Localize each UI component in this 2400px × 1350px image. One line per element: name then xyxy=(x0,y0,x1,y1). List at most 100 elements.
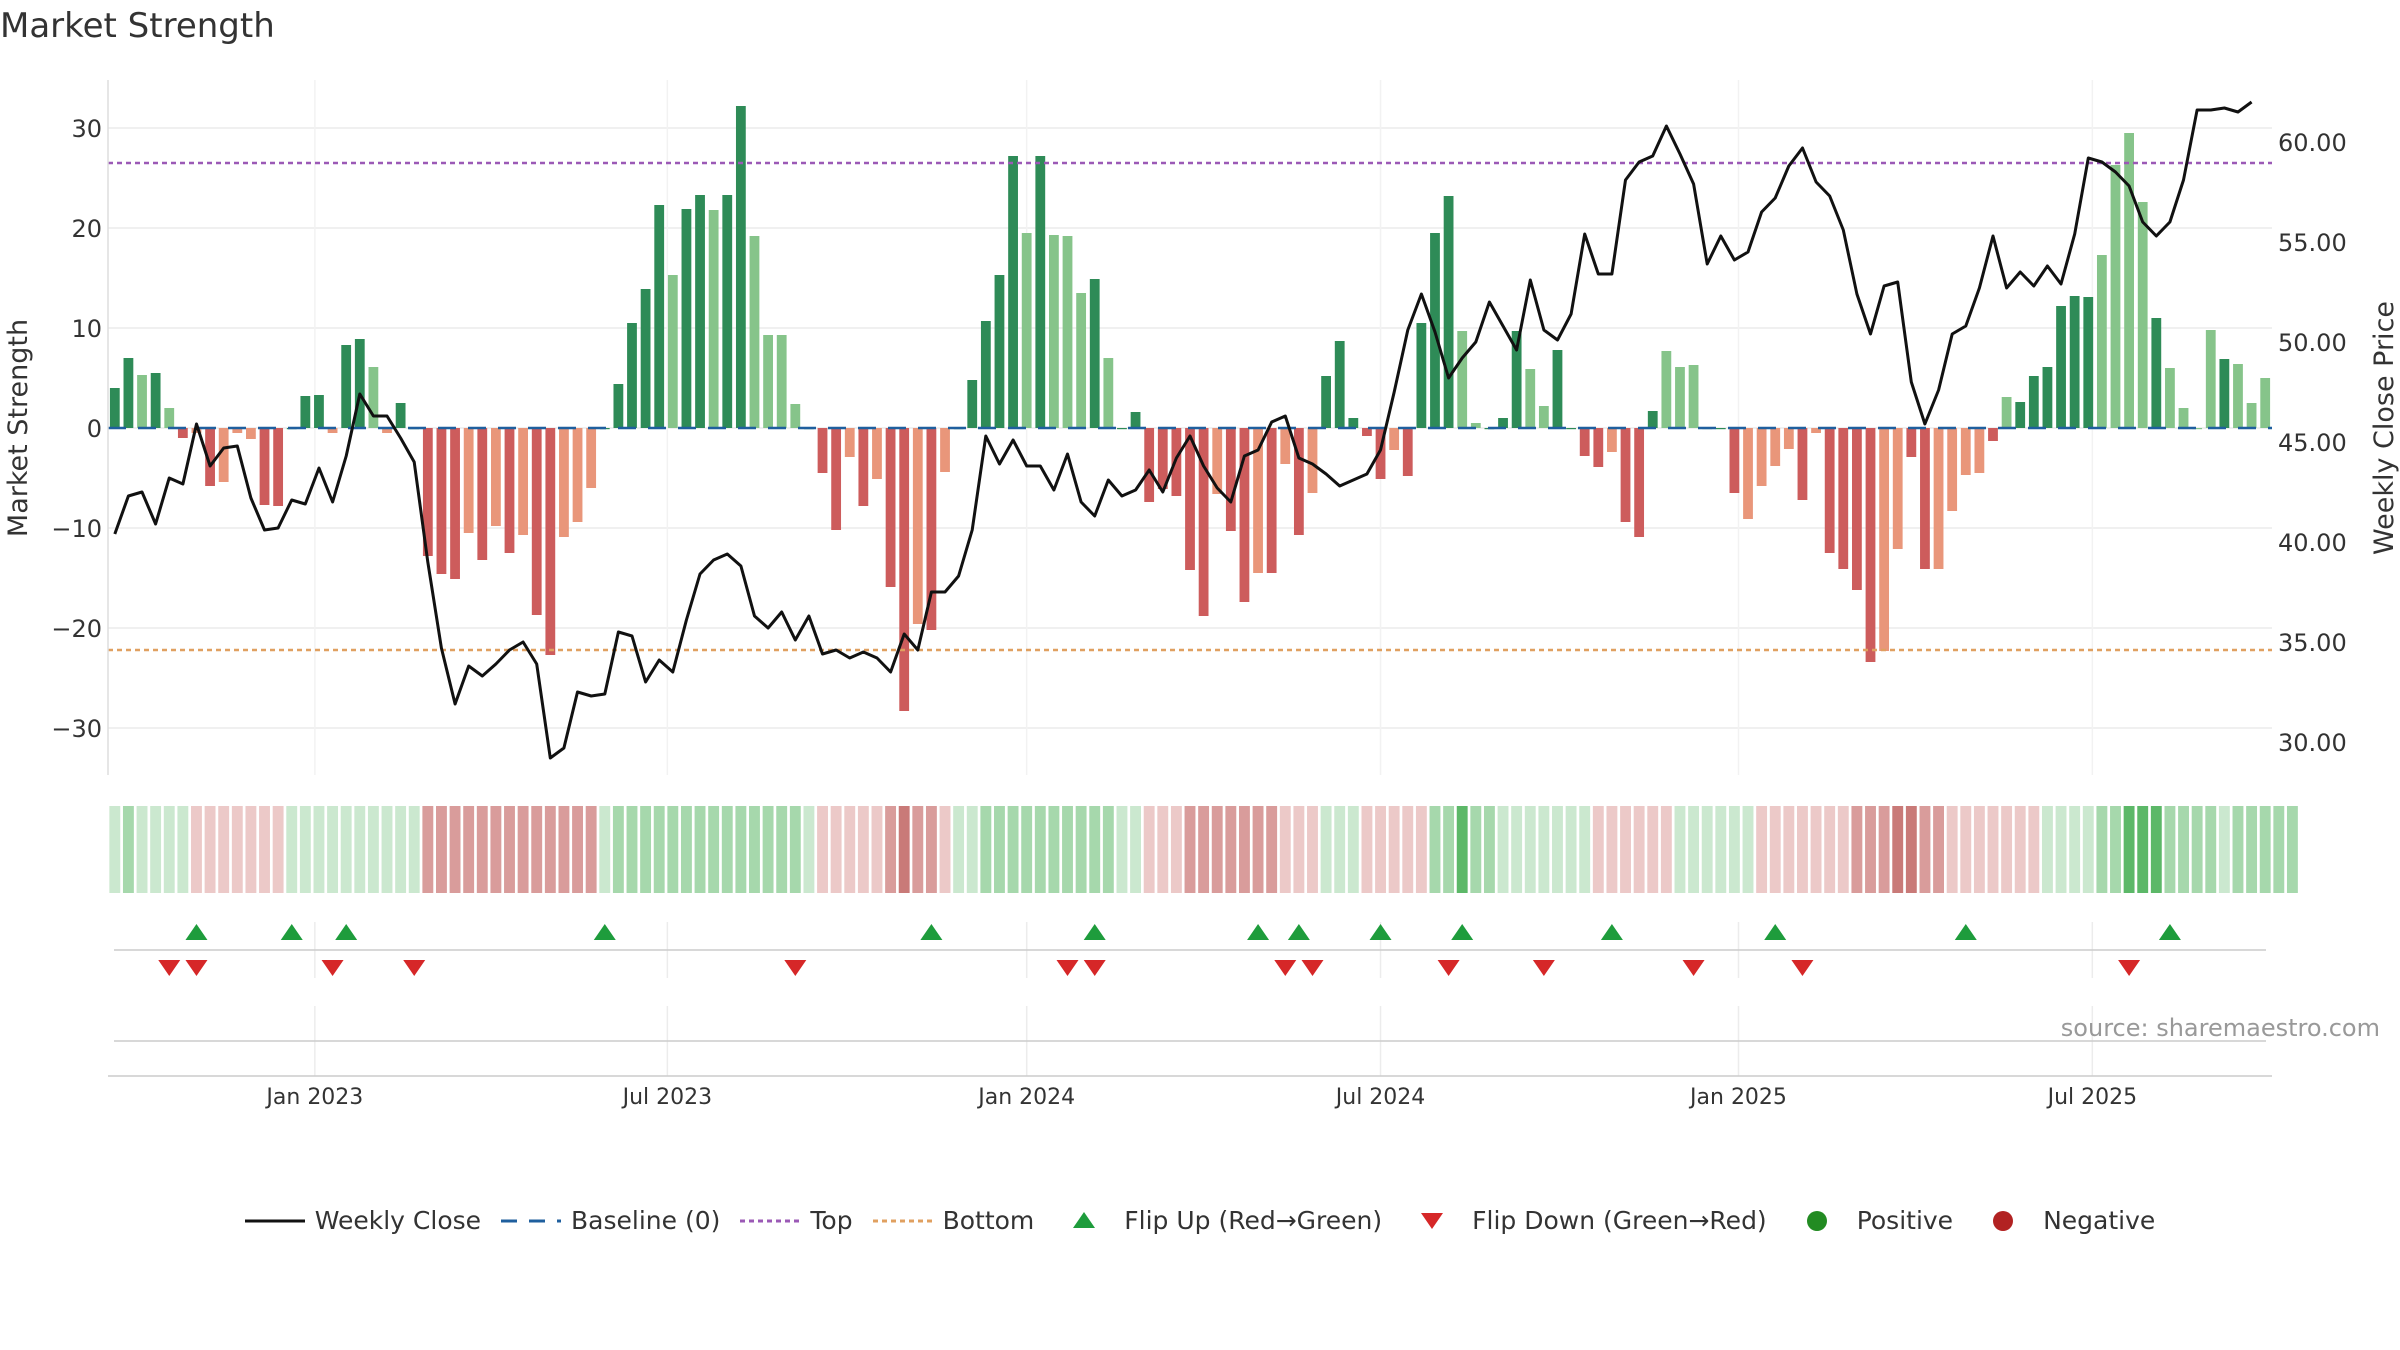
strip-cell xyxy=(2096,806,2108,893)
legend-label: Top xyxy=(810,1206,853,1235)
strength-bar xyxy=(1443,196,1454,428)
strength-bar xyxy=(1375,428,1386,479)
strip-cell xyxy=(1211,806,1223,893)
strength-bar xyxy=(1185,428,1195,570)
flip-up-marker xyxy=(1083,924,1106,940)
strength-bar xyxy=(695,195,705,428)
strength-bar xyxy=(776,335,787,428)
strength-bar xyxy=(1348,418,1359,428)
strength-bar xyxy=(1920,428,1930,569)
strip-cell xyxy=(1361,806,1373,893)
strength-bar xyxy=(2165,368,2175,428)
strip-cell xyxy=(585,806,597,893)
strength-bar xyxy=(940,428,950,472)
legend-item-close: Weekly Close xyxy=(244,1206,482,1235)
x-tick-label: Jan 2023 xyxy=(264,1085,363,1110)
legend-item-bottom: Bottom xyxy=(872,1206,1034,1235)
strength-bar xyxy=(300,396,311,428)
strength-bar xyxy=(1416,323,1427,428)
source-watermark: source: sharemaestro.com xyxy=(2060,1014,2380,1042)
strength-bar xyxy=(2151,318,2162,428)
flip-down-marker xyxy=(1056,960,1079,976)
strength-bar xyxy=(1362,428,1372,436)
strength-bar xyxy=(518,428,529,535)
strip-cell xyxy=(1837,806,1849,893)
strip-cell xyxy=(2041,806,2053,893)
strength-bar xyxy=(1770,428,1781,466)
y-tick-label-left: −20 xyxy=(51,615,102,643)
strip-cell xyxy=(163,806,175,893)
strength-bar xyxy=(749,236,760,428)
strip-cell xyxy=(1429,806,1441,893)
strip-cell xyxy=(1279,806,1291,893)
strength-bar xyxy=(872,428,882,479)
flip-down-marker xyxy=(403,960,426,976)
strip-cell xyxy=(653,806,665,893)
strength-bar xyxy=(1933,428,1944,569)
flip-up-marker xyxy=(2158,924,2181,940)
legend-label: Flip Down (Green→Red) xyxy=(1472,1206,1767,1235)
strength-bar xyxy=(735,106,746,428)
flip-down-marker xyxy=(158,960,181,976)
flip-up-marker xyxy=(593,924,616,940)
strength-bar xyxy=(1266,428,1277,573)
strength-bar xyxy=(1824,428,1835,553)
strip-cell xyxy=(2246,806,2258,893)
y-tick-label-left: −30 xyxy=(51,715,102,743)
strip-cell xyxy=(2028,806,2040,893)
strip-cell xyxy=(1905,806,1917,893)
y-tick-label-right: 30.00 xyxy=(2278,729,2347,757)
strip-cell xyxy=(367,806,379,893)
legend-item-baseline: Baseline (0) xyxy=(501,1206,720,1235)
strength-bar xyxy=(368,367,379,428)
strength-bar xyxy=(1552,350,1563,428)
strength-bar xyxy=(477,428,488,560)
strip-cell xyxy=(327,806,339,893)
strip-cell xyxy=(1960,806,1972,893)
positive-legend-icon xyxy=(1806,1210,1827,1231)
strip-cell xyxy=(1293,806,1305,893)
strength-bar xyxy=(1538,406,1549,428)
strength-bar xyxy=(314,395,324,428)
strip-cell xyxy=(2273,806,2285,893)
strip-cell xyxy=(1933,806,1944,893)
strip-cell xyxy=(2014,806,2026,893)
strength-bar xyxy=(490,428,501,526)
strip-cell xyxy=(640,806,652,893)
strength-bar xyxy=(1647,411,1658,428)
flip-down-marker xyxy=(1301,960,1324,976)
strip-cell xyxy=(1606,806,1618,893)
chart-title: Market Strength xyxy=(0,6,275,46)
strip-cell xyxy=(680,806,692,893)
strength-bar xyxy=(1634,428,1645,537)
strip-cell xyxy=(844,806,856,893)
strip-cell xyxy=(299,806,311,893)
flip-up-marker xyxy=(1369,924,1392,940)
strip-cell xyxy=(1320,806,1332,893)
flip-up-marker xyxy=(1287,924,1310,940)
strip-cell xyxy=(1102,806,1114,893)
strength-bar xyxy=(2001,397,2012,428)
strength-bar xyxy=(164,408,175,428)
strength-bar xyxy=(273,428,284,506)
strength-bar xyxy=(1157,428,1168,489)
strength-bar xyxy=(1076,293,1087,428)
strength-bar xyxy=(1321,376,1332,428)
strength-bar xyxy=(137,375,147,428)
strength-bar xyxy=(1892,428,1903,549)
strength-bar xyxy=(1103,358,1114,428)
legend-label: Flip Up (Red→Green) xyxy=(1124,1206,1383,1235)
strength-bar xyxy=(912,428,923,624)
strength-bar xyxy=(2178,408,2189,428)
strip-cell xyxy=(2110,806,2121,893)
strip-cell xyxy=(1075,806,1087,893)
y-axis-title-right: Weekly Close Price xyxy=(2369,301,2400,555)
x-tick-label: Jan 2025 xyxy=(1688,1085,1787,1110)
y-tick-label-left: 0 xyxy=(87,415,102,443)
strength-bar xyxy=(450,428,460,579)
legend-label: Weekly Close xyxy=(314,1206,482,1235)
strip-cell xyxy=(517,806,529,893)
legend-item-flip-down: Flip Down (Green→Red) xyxy=(1402,1206,1767,1235)
x-tick-label: Jul 2025 xyxy=(2046,1085,2138,1110)
strip-cell xyxy=(259,806,270,893)
